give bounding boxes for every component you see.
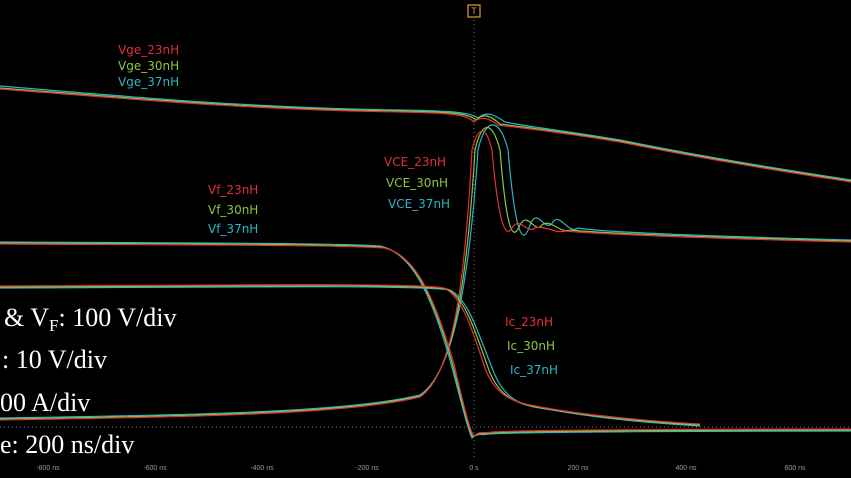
vge-label: Vge_37nH (118, 75, 179, 89)
scale-line: e: 200 ns/div (0, 430, 134, 459)
scale-text: & V (4, 303, 49, 332)
vce-label: VCE_37nH (388, 197, 450, 211)
scale-text: : 100 V/div (59, 303, 177, 332)
x-tick-label: -400 ns (250, 465, 274, 472)
trigger-label: T (471, 6, 477, 16)
scale-line: : 10 V/div (2, 345, 107, 374)
waveforms (0, 85, 851, 440)
vce-label: VCE_23nH (384, 155, 446, 169)
vf-label: Vf_37nH (208, 222, 258, 236)
vf-label: Vf_23nH (208, 183, 258, 197)
scale-subscript: F (49, 316, 58, 335)
vce-label: VCE_30nH (386, 176, 448, 190)
x-tick-label: -200 ns (355, 465, 379, 472)
trigger-marker: T (467, 4, 481, 18)
scale-line: 00 A/div (0, 388, 90, 417)
x-tick-label: 600 ns (784, 465, 806, 472)
vge-label: Vge_30nH (118, 59, 179, 73)
x-tick-label: 200 ns (567, 465, 589, 472)
x-tick-label: -800 ns (36, 465, 60, 472)
vf-label: Vf_30nH (208, 203, 258, 217)
scale-line: & VF: 100 V/div (4, 303, 176, 335)
ic-label: Ic_30nH (507, 339, 555, 353)
x-tick-label: 0 s (469, 465, 479, 472)
ic-label: Ic_37nH (510, 363, 558, 377)
x-tick-label: -600 ns (143, 465, 167, 472)
x-tick-label: 400 ns (675, 465, 697, 472)
vge-label: Vge_23nH (118, 43, 179, 57)
ic-label: Ic_23nH (505, 315, 553, 329)
